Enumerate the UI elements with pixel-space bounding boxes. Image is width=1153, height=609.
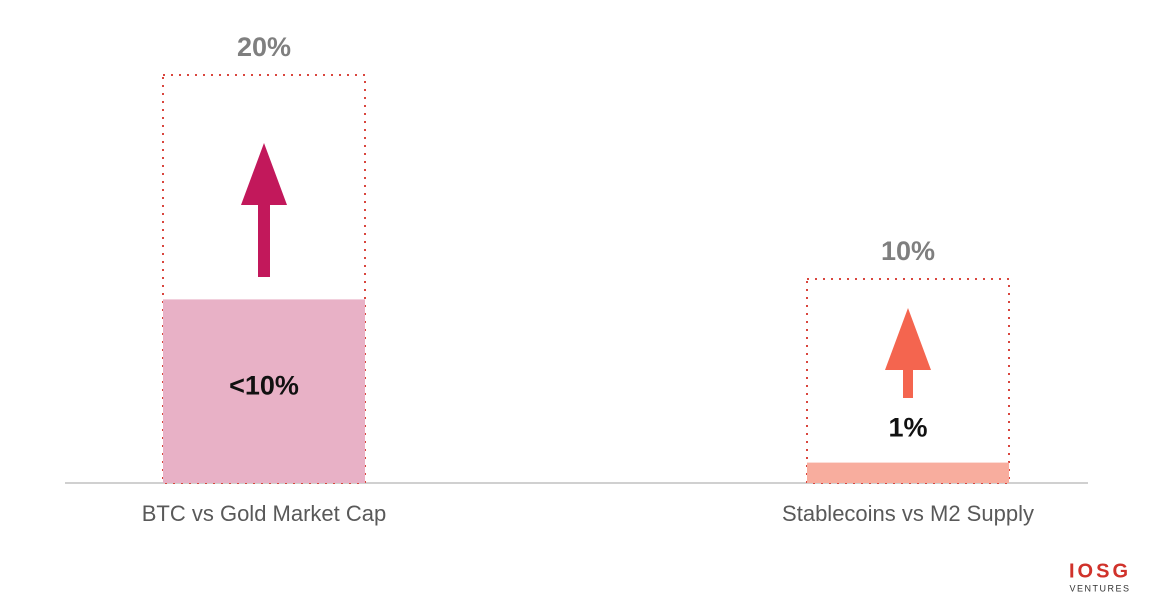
bar [163,299,365,483]
x-tick-label: Stablecoins vs M2 Supply [782,501,1034,526]
arrow [241,143,287,277]
value-label: <10% [229,370,299,400]
target-label: 10% [881,236,935,266]
target-label: 20% [237,32,291,62]
target-box [162,74,366,484]
target-box [806,278,1010,484]
arrow [885,308,931,398]
logo: IOSG [1069,560,1131,582]
bar [807,462,1009,483]
value-label: 1% [888,413,927,443]
x-tick-label: BTC vs Gold Market Cap [142,501,387,526]
logo-sub: VENTURES [1069,583,1130,593]
